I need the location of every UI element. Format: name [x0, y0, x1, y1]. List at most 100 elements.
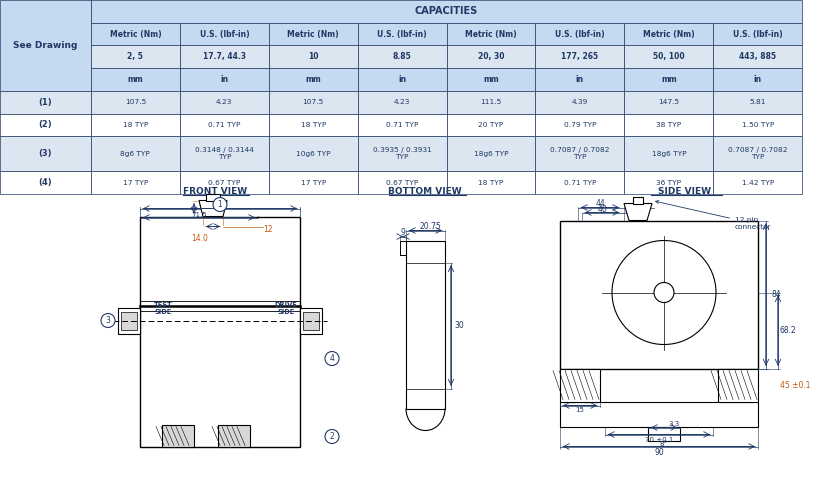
Text: 10g6 TYP: 10g6 TYP	[296, 151, 331, 157]
Bar	[91, 114, 180, 137]
Text: 15: 15	[576, 407, 585, 412]
Bar	[206, 194, 220, 201]
Bar	[357, 46, 447, 68]
Text: Metric (Nm): Metric (Nm)	[643, 30, 695, 39]
Text: 20.75: 20.75	[419, 222, 442, 231]
Bar	[714, 171, 802, 194]
Text: Metric (Nm): Metric (Nm)	[466, 30, 517, 39]
Text: U.S. (lbf-in): U.S. (lbf-in)	[733, 30, 782, 39]
Polygon shape	[624, 204, 652, 220]
Text: 0.67 TYP: 0.67 TYP	[386, 180, 418, 186]
Bar	[91, 171, 180, 194]
Bar	[633, 196, 643, 204]
Bar	[560, 220, 758, 368]
Polygon shape	[199, 201, 227, 217]
Text: SIDE VIEW: SIDE VIEW	[658, 187, 711, 196]
Text: 18 TYP: 18 TYP	[478, 180, 504, 186]
Text: 45 ±0.1: 45 ±0.1	[780, 380, 810, 389]
Bar	[536, 137, 624, 171]
Circle shape	[654, 283, 674, 303]
Bar	[357, 137, 447, 171]
Bar	[269, 91, 357, 114]
Bar	[91, 91, 180, 114]
Bar	[624, 68, 714, 91]
Text: 8.85: 8.85	[393, 52, 412, 61]
Circle shape	[325, 352, 339, 365]
Circle shape	[325, 430, 339, 444]
Text: 8g6 TYP: 8g6 TYP	[121, 151, 151, 157]
Text: (1): (1)	[39, 98, 52, 107]
Bar	[624, 171, 714, 194]
Text: Metric (Nm): Metric (Nm)	[110, 30, 161, 39]
Text: 44: 44	[595, 199, 605, 208]
Text: 147.5: 147.5	[658, 99, 680, 105]
Text: 0.67 TYP: 0.67 TYP	[208, 180, 241, 186]
Text: 14.0: 14.0	[192, 234, 208, 243]
Bar	[180, 171, 269, 194]
Bar	[624, 46, 714, 68]
Text: 18g6 TYP: 18g6 TYP	[474, 151, 509, 157]
Bar	[714, 68, 802, 91]
Bar	[536, 91, 624, 114]
Text: in: in	[576, 75, 584, 84]
Bar	[447, 114, 536, 137]
Text: 4: 4	[330, 354, 334, 363]
Bar	[447, 23, 536, 46]
Circle shape	[612, 240, 716, 344]
Text: U.S. (lbf-in): U.S. (lbf-in)	[377, 30, 427, 39]
Bar	[357, 114, 447, 137]
Text: 12 pin
connector: 12 pin connector	[656, 201, 772, 230]
Text: 1.50 TYP: 1.50 TYP	[742, 122, 774, 128]
Bar	[0, 91, 91, 114]
Bar	[447, 68, 536, 91]
Text: mm: mm	[127, 75, 143, 84]
Text: 38 TYP: 38 TYP	[656, 122, 681, 128]
Text: 3.3: 3.3	[668, 421, 680, 426]
Text: 84: 84	[772, 290, 781, 299]
Text: in: in	[753, 75, 762, 84]
Text: 68.2: 68.2	[780, 326, 796, 335]
Bar	[269, 46, 357, 68]
Text: 18g6 TYP: 18g6 TYP	[652, 151, 686, 157]
Text: TEST
SIDE: TEST SIDE	[154, 302, 172, 315]
Bar	[269, 23, 357, 46]
Text: mm: mm	[305, 75, 321, 84]
Bar	[269, 68, 357, 91]
Bar	[180, 137, 269, 171]
Bar	[0, 0, 91, 91]
Bar	[140, 217, 300, 446]
Text: 0.7087 / 0.7082
TYP: 0.7087 / 0.7082 TYP	[728, 148, 787, 160]
Bar	[0, 171, 91, 194]
Text: 36 TYP: 36 TYP	[657, 180, 681, 186]
Text: 1.42 TYP: 1.42 TYP	[742, 180, 774, 186]
Text: in: in	[398, 75, 406, 84]
Text: in: in	[220, 75, 228, 84]
Text: 17 TYP: 17 TYP	[122, 180, 148, 186]
Bar	[0, 114, 91, 137]
Text: 4.23: 4.23	[216, 99, 232, 105]
Text: 5.81: 5.81	[749, 99, 766, 105]
Bar	[447, 137, 536, 171]
Text: U.S. (lbf-in): U.S. (lbf-in)	[555, 30, 605, 39]
Text: 18 TYP: 18 TYP	[122, 122, 148, 128]
Bar	[300, 308, 322, 333]
Text: 0.71 TYP: 0.71 TYP	[386, 122, 418, 128]
Bar	[718, 368, 758, 401]
Bar	[180, 68, 269, 91]
Bar	[406, 240, 445, 409]
Bar	[714, 46, 802, 68]
Text: 0.71 TYP: 0.71 TYP	[208, 122, 241, 128]
Bar	[357, 23, 447, 46]
Bar	[162, 424, 194, 446]
Circle shape	[213, 197, 227, 212]
Text: 18 TYP: 18 TYP	[300, 122, 326, 128]
Bar	[218, 424, 250, 446]
Text: 4.23: 4.23	[394, 99, 410, 105]
Circle shape	[101, 314, 115, 328]
Bar	[447, 91, 536, 114]
Text: mm: mm	[483, 75, 499, 84]
Bar	[447, 171, 536, 194]
Bar	[624, 23, 714, 46]
Bar	[560, 401, 758, 426]
Bar	[447, 46, 536, 68]
